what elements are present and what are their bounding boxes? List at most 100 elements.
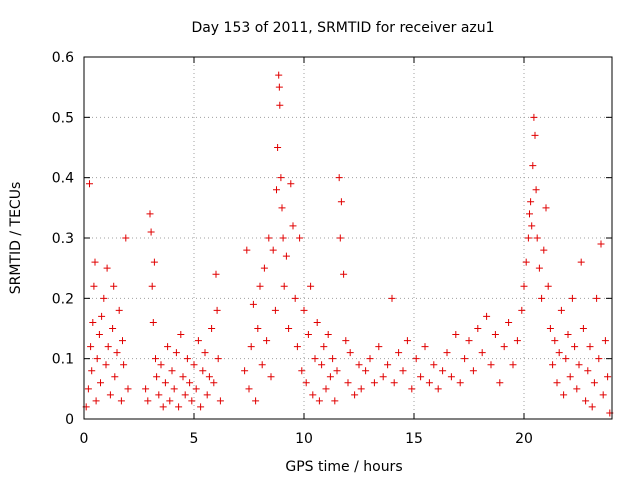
data-point bbox=[333, 367, 341, 375]
data-point bbox=[384, 361, 392, 369]
data-point bbox=[115, 306, 123, 314]
data-point bbox=[434, 385, 442, 393]
data-point bbox=[277, 174, 285, 182]
data-point bbox=[340, 270, 348, 278]
data-point bbox=[456, 379, 464, 387]
data-point bbox=[549, 361, 557, 369]
data-point bbox=[542, 204, 550, 212]
data-point bbox=[575, 361, 583, 369]
data-point bbox=[461, 355, 469, 363]
data-point bbox=[175, 403, 183, 411]
data-point bbox=[168, 367, 176, 375]
data-point bbox=[425, 379, 433, 387]
y-tick-label: 0.1 bbox=[52, 352, 74, 368]
data-point bbox=[313, 318, 321, 326]
y-tick-label: 0.6 bbox=[52, 50, 74, 66]
data-point bbox=[254, 325, 262, 332]
data-point bbox=[590, 379, 598, 387]
data-point bbox=[337, 198, 345, 206]
data-point bbox=[88, 367, 96, 375]
data-point bbox=[370, 379, 378, 387]
data-point bbox=[601, 337, 609, 345]
data-point bbox=[155, 391, 163, 399]
data-point bbox=[142, 385, 150, 393]
data-point bbox=[216, 397, 224, 405]
data-point bbox=[98, 312, 106, 320]
data-point bbox=[280, 282, 288, 290]
y-tick-label: 0.3 bbox=[52, 231, 74, 247]
data-point bbox=[144, 397, 152, 405]
x-tick-label: 20 bbox=[515, 431, 533, 447]
data-point bbox=[390, 379, 398, 387]
data-point bbox=[531, 131, 539, 139]
data-point bbox=[439, 367, 447, 375]
data-point bbox=[282, 252, 290, 260]
data-point bbox=[331, 397, 339, 405]
data-point bbox=[324, 331, 332, 339]
data-point bbox=[344, 379, 352, 387]
data-point bbox=[535, 264, 543, 272]
data-point bbox=[546, 325, 554, 332]
data-point bbox=[212, 270, 220, 278]
data-point bbox=[513, 337, 521, 345]
data-point bbox=[279, 234, 287, 242]
data-point bbox=[388, 294, 396, 302]
data-point bbox=[243, 246, 251, 254]
data-point bbox=[579, 325, 587, 332]
data-point bbox=[604, 373, 612, 381]
x-tick-label: 10 bbox=[295, 431, 313, 447]
data-point bbox=[87, 343, 95, 351]
data-point bbox=[528, 222, 536, 230]
data-point bbox=[530, 113, 538, 121]
y-tick-label: 0.5 bbox=[52, 110, 74, 126]
data-point bbox=[183, 355, 191, 363]
y-axis-label: SRMTID / TECUs bbox=[8, 182, 24, 295]
data-point bbox=[289, 222, 297, 230]
data-point bbox=[159, 403, 167, 411]
axis-ticks: 0 0.1 0.2 0.3 0.4 0.5 0.6 0 5 10 15 20 bbox=[52, 50, 612, 447]
data-point bbox=[357, 385, 365, 393]
data-point bbox=[285, 325, 293, 332]
data-point bbox=[296, 234, 304, 242]
data-point bbox=[119, 337, 126, 345]
data-point bbox=[186, 379, 194, 387]
data-point bbox=[161, 379, 169, 387]
data-point bbox=[113, 349, 121, 357]
data-point bbox=[117, 397, 125, 405]
data-point bbox=[326, 373, 334, 381]
data-point bbox=[584, 367, 592, 375]
data-point bbox=[304, 331, 312, 339]
data-point bbox=[188, 397, 196, 405]
data-point bbox=[275, 71, 283, 79]
data-point bbox=[307, 282, 315, 290]
data-point bbox=[595, 355, 603, 363]
data-point bbox=[97, 379, 104, 387]
data-point bbox=[205, 373, 213, 381]
data-point bbox=[443, 349, 451, 357]
y-tick-label: 0.4 bbox=[52, 171, 74, 187]
data-point bbox=[518, 306, 526, 314]
data-point bbox=[260, 264, 268, 272]
data-point bbox=[258, 361, 266, 369]
data-point bbox=[92, 397, 100, 405]
data-point bbox=[102, 361, 110, 369]
data-point bbox=[194, 337, 202, 345]
data-point bbox=[526, 210, 533, 218]
data-point bbox=[452, 331, 460, 339]
data-point bbox=[322, 385, 330, 393]
data-point bbox=[417, 373, 425, 381]
y-tick-label: 0.2 bbox=[52, 291, 74, 307]
data-point bbox=[93, 355, 101, 363]
data-point bbox=[210, 379, 218, 387]
data-point bbox=[532, 186, 540, 194]
data-point bbox=[197, 403, 205, 411]
data-point bbox=[208, 325, 216, 332]
data-point bbox=[213, 306, 221, 314]
x-tick-label: 0 bbox=[80, 431, 89, 447]
data-point bbox=[95, 331, 103, 339]
data-point bbox=[395, 349, 403, 357]
data-point bbox=[109, 325, 117, 332]
data-point bbox=[399, 367, 407, 375]
data-points bbox=[82, 71, 614, 417]
